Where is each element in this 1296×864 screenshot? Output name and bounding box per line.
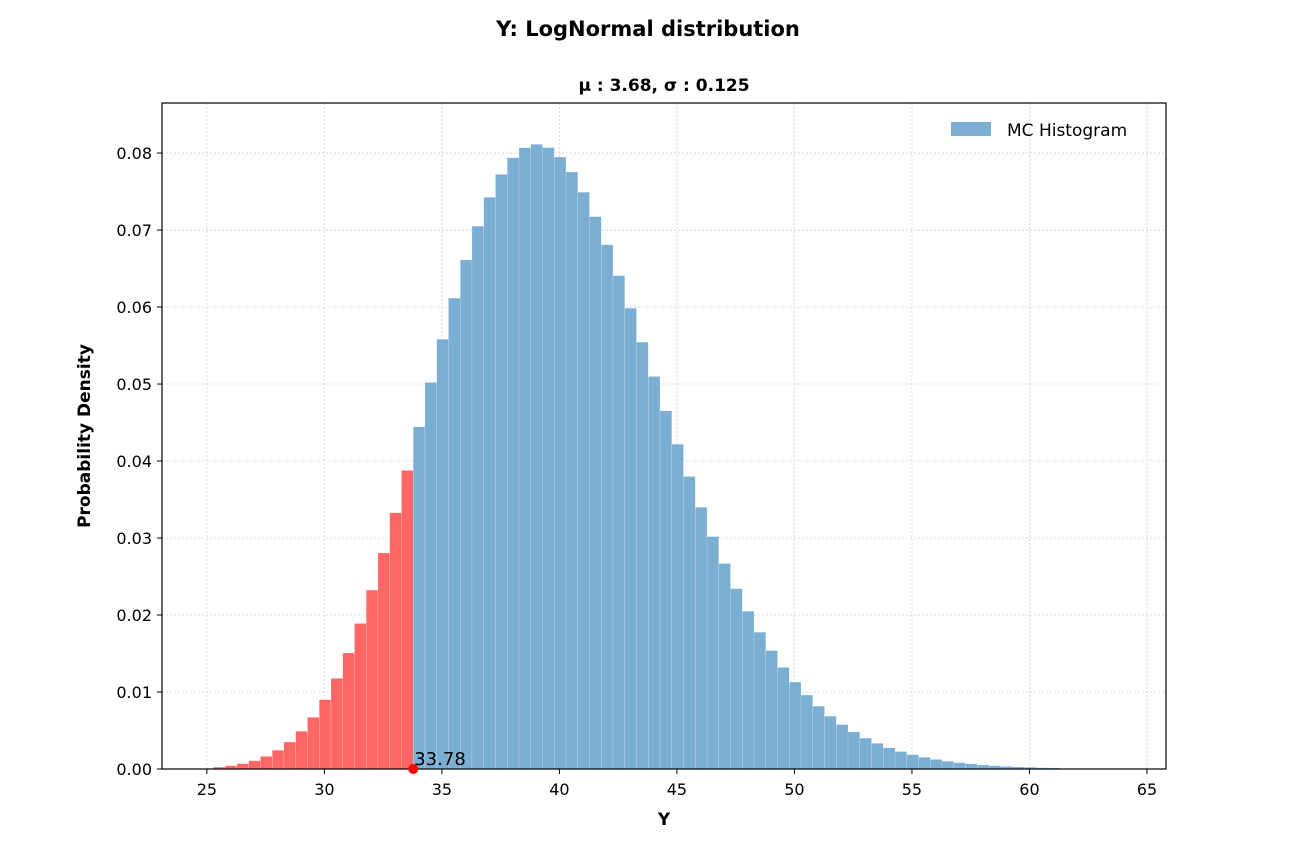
chart-subtitle: μ : 3.68, σ : 0.125 — [578, 76, 749, 96]
tail-bar — [236, 763, 249, 770]
histogram-bar — [495, 174, 508, 770]
y-tick-label: 0.02 — [116, 606, 152, 625]
tail-bar — [295, 731, 308, 770]
tail-bar — [389, 512, 402, 770]
y-tick-label: 0.04 — [116, 452, 152, 471]
x-tick-label: 60 — [1019, 780, 1039, 799]
histogram-bar — [977, 764, 990, 770]
x-tick-label: 45 — [667, 780, 687, 799]
x-tick-label: 40 — [549, 780, 569, 799]
histogram-bar — [718, 563, 731, 770]
histogram-bar — [765, 650, 778, 770]
histogram-bar — [918, 757, 931, 770]
histogram-bar — [871, 743, 884, 770]
y-tick-label: 0.06 — [116, 298, 152, 317]
tail-bar — [283, 741, 296, 770]
y-axis-label: Probability Density — [75, 344, 95, 528]
tail-bar — [319, 699, 332, 770]
histogram-bar — [436, 339, 449, 770]
tail-bar — [330, 678, 343, 770]
y-tick-label: 0.08 — [116, 144, 152, 163]
histogram-bar — [894, 751, 907, 770]
histogram-bar — [577, 192, 590, 770]
tail-bar — [272, 750, 285, 770]
histogram-bar — [448, 298, 461, 770]
legend-label: MC Histogram — [1007, 121, 1127, 141]
threshold-annotation: 33.78 — [408, 749, 466, 774]
histogram-bar — [706, 536, 719, 770]
histogram-bar — [530, 144, 543, 770]
histogram-bar — [413, 426, 426, 770]
legend: MC Histogram — [951, 121, 1127, 141]
histogram-bar — [542, 147, 555, 770]
histogram-bar — [612, 275, 625, 770]
histogram-bar — [847, 731, 860, 770]
tail-bar — [354, 623, 367, 770]
histogram-bar — [742, 611, 755, 770]
threshold-marker — [408, 764, 419, 774]
histogram-bar — [883, 747, 896, 770]
histogram-bar — [789, 681, 802, 770]
tail-bar — [307, 717, 320, 770]
histogram-bar — [824, 716, 837, 770]
x-axis-label: Y — [657, 810, 671, 830]
histogram-bar — [906, 754, 919, 770]
histogram-bar — [589, 216, 602, 770]
histogram-bar — [507, 157, 520, 770]
bars — [213, 144, 1060, 770]
histogram-bar — [953, 762, 966, 770]
histogram-bar — [659, 410, 672, 770]
histogram-bar — [836, 724, 849, 770]
x-tick-label: 50 — [784, 780, 804, 799]
x-tick-label: 55 — [902, 780, 922, 799]
histogram-bar — [565, 171, 578, 770]
y-tick-label: 0.00 — [116, 760, 152, 779]
histogram-bar — [753, 632, 766, 770]
tail-bar — [248, 760, 261, 770]
x-tick-label: 65 — [1137, 780, 1157, 799]
y-tick-label: 0.01 — [116, 683, 152, 702]
histogram-bar — [730, 588, 743, 770]
y-axis: 0.00 0.01 0.02 0.03 0.04 0.05 0.06 0.07 0.08 — [116, 144, 162, 779]
chart-title: Y: LogNormal distribution — [495, 17, 800, 41]
x-tick-label: 30 — [314, 780, 334, 799]
histogram-bar — [930, 759, 943, 770]
histogram-bar — [812, 706, 825, 770]
y-tick-label: 0.03 — [116, 529, 152, 548]
histogram-bar — [648, 376, 661, 770]
y-tick-label: 0.07 — [116, 221, 152, 240]
histogram-bar — [695, 507, 708, 770]
histogram-bar — [601, 244, 614, 770]
x-tick-label: 25 — [197, 780, 217, 799]
histogram-bar — [636, 342, 649, 770]
tail-bar — [342, 652, 355, 770]
tail-bar — [401, 470, 414, 770]
histogram-bar — [941, 761, 954, 770]
y-tick-label: 0.05 — [116, 375, 152, 394]
plot-frame — [161, 102, 1167, 770]
histogram-bar — [859, 737, 872, 770]
histogram-bar — [471, 226, 484, 770]
histogram-bar — [554, 156, 567, 770]
x-tick-label: 35 — [432, 780, 452, 799]
histogram-bar — [460, 259, 473, 770]
histogram-bar — [424, 382, 437, 770]
histogram-bar — [518, 147, 531, 770]
histogram-bar — [965, 763, 978, 770]
tail-bar — [260, 756, 273, 770]
legend-swatch — [951, 122, 991, 136]
histogram-bar — [624, 308, 637, 770]
threshold-label: 33.78 — [414, 749, 466, 770]
x-axis: 25 30 35 40 45 50 55 60 65 — [197, 769, 1157, 799]
histogram-bar — [483, 197, 496, 770]
histogram-bar — [683, 476, 696, 770]
histogram-bar — [671, 444, 684, 770]
histogram-bar — [800, 694, 813, 770]
tail-bar — [377, 552, 390, 770]
histogram-bar — [777, 667, 790, 770]
tail-bar — [366, 589, 379, 770]
